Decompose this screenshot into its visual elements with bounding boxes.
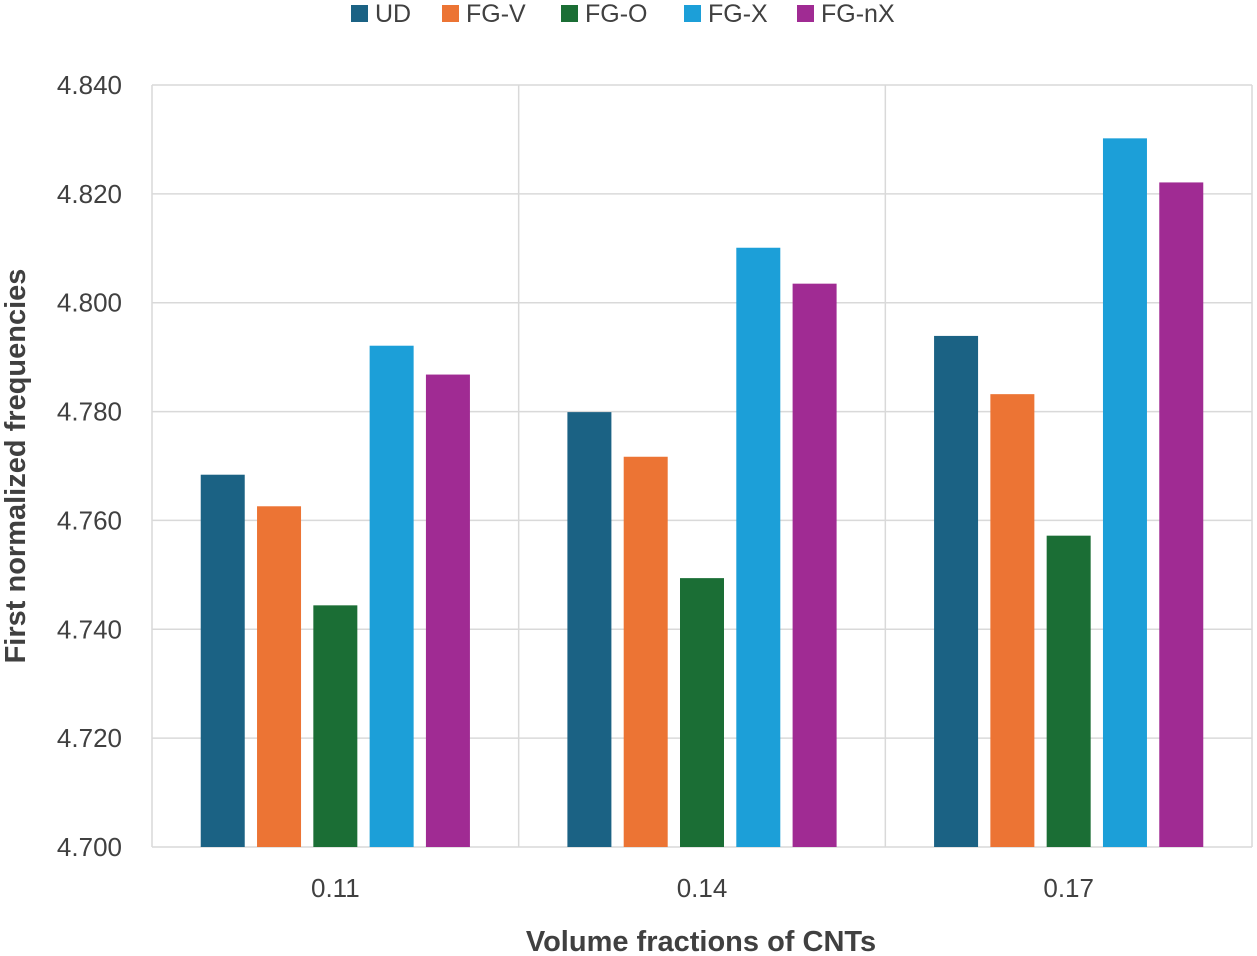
x-tick-label: 0.17 <box>1043 873 1094 903</box>
bar-fg-nx-0.11 <box>425 374 470 847</box>
bar-fg-nx-0.14 <box>792 283 837 847</box>
legend-label-fg-x: FG-X <box>708 0 768 28</box>
x-axis: 0.11 0.14 0.17 <box>311 873 1094 903</box>
legend-swatch-fg-o <box>561 5 578 22</box>
bar-ud-0.14 <box>567 412 612 847</box>
legend-swatch-fg-x <box>684 5 701 22</box>
bar-fg-v-0.11 <box>257 506 302 847</box>
bar-ud-0.11 <box>200 474 245 847</box>
bar-fg-o-0.11 <box>313 605 358 847</box>
bar-fg-o-0.17 <box>1046 535 1091 847</box>
x-tick-label: 0.14 <box>677 873 728 903</box>
legend-label-fg-v: FG-V <box>466 0 526 28</box>
legend-label-ud: UD <box>375 0 411 28</box>
y-axis-title: First normalized frequencies <box>0 269 32 664</box>
legend-swatch-ud <box>351 5 368 22</box>
bar-fg-nx-0.17 <box>1159 182 1204 848</box>
x-tick-label: 0.11 <box>311 873 360 903</box>
y-tick-label: 4.840 <box>57 70 122 100</box>
bar-fg-o-0.14 <box>680 578 724 847</box>
plot-area <box>200 138 1204 848</box>
bar-fg-v-0.17 <box>990 394 1035 847</box>
y-tick-label: 4.720 <box>57 723 122 753</box>
y-tick-label: 4.800 <box>57 288 122 318</box>
y-tick-label: 4.820 <box>57 179 122 209</box>
y-tick-label: 4.740 <box>57 614 122 644</box>
y-tick-label: 4.780 <box>57 397 122 427</box>
x-axis-title: Volume fractions of CNTs <box>526 926 876 956</box>
legend-swatch-fg-v <box>442 5 459 22</box>
legend-label-fg-o: FG-O <box>585 0 648 28</box>
legend-swatch-fg-nx <box>797 5 814 22</box>
y-tick-label: 4.760 <box>57 505 122 535</box>
bar-ud-0.17 <box>934 335 979 847</box>
bar-fg-x-0.11 <box>369 345 414 847</box>
y-axis: 4.700 4.720 4.740 4.760 4.780 4.800 4.820 4.840 <box>57 70 122 862</box>
bar-fg-x-0.14 <box>736 247 781 847</box>
bar-fg-v-0.14 <box>623 456 668 847</box>
legend-label-fg-nx: FG-nX <box>821 0 895 28</box>
bar-fg-x-0.17 <box>1102 138 1147 848</box>
legend: UD FG-V FG-O FG-X FG-nX <box>351 0 895 28</box>
y-tick-label: 4.700 <box>57 832 122 862</box>
